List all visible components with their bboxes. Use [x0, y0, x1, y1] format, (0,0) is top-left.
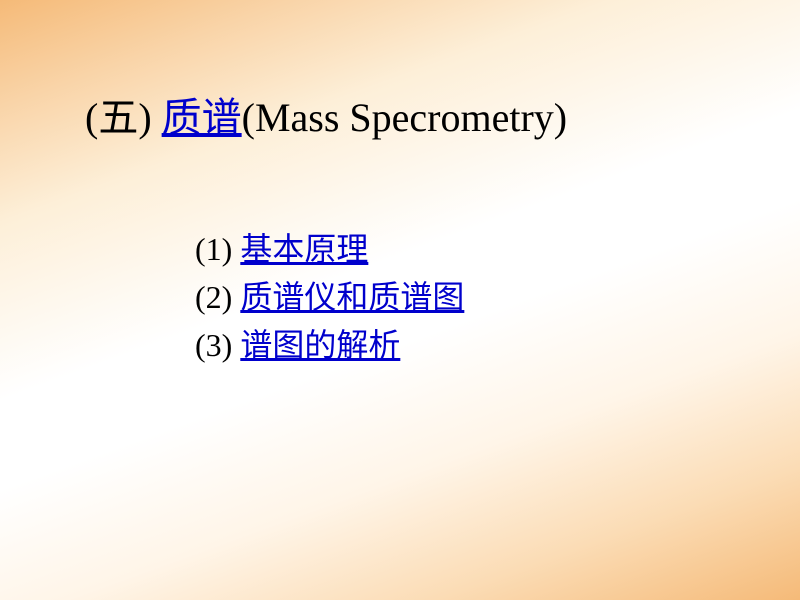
title-prefix: (五): [85, 95, 162, 140]
list-item: (3) 谱图的解析: [195, 321, 464, 369]
list-item: (2) 质谱仪和质谱图: [195, 273, 464, 321]
item-link-principles[interactable]: 基本原理: [240, 231, 368, 267]
item-link-interpretation[interactable]: 谱图的解析: [240, 327, 400, 363]
list-item: (1) 基本原理: [195, 225, 464, 273]
item-prefix: (2): [195, 279, 240, 315]
slide-title: (五) 质谱(Mass Specrometry): [85, 85, 567, 143]
outline-list: (1) 基本原理 (2) 质谱仪和质谱图 (3) 谱图的解析: [195, 225, 464, 369]
item-prefix: (1): [195, 231, 240, 267]
title-link[interactable]: 质谱: [162, 95, 242, 140]
item-link-instrument[interactable]: 质谱仪和质谱图: [240, 279, 464, 315]
title-suffix: (Mass Specrometry): [242, 95, 567, 140]
item-prefix: (3): [195, 327, 240, 363]
